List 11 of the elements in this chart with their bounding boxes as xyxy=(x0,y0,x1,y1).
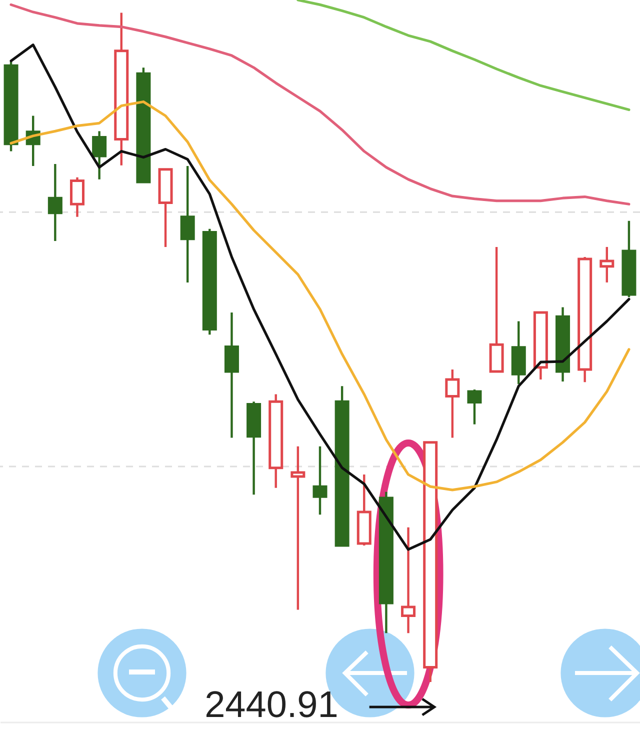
candlestick xyxy=(445,368,460,439)
candlestick xyxy=(467,388,482,426)
text: 2440.91 xyxy=(204,684,338,725)
candlestick xyxy=(290,445,306,611)
candlestick xyxy=(92,130,107,180)
candlestick xyxy=(312,445,328,516)
candlestick xyxy=(70,176,84,218)
candlestick xyxy=(401,526,416,634)
candlestick xyxy=(48,162,62,242)
candlestick xyxy=(600,246,614,284)
candlestick xyxy=(180,164,195,284)
